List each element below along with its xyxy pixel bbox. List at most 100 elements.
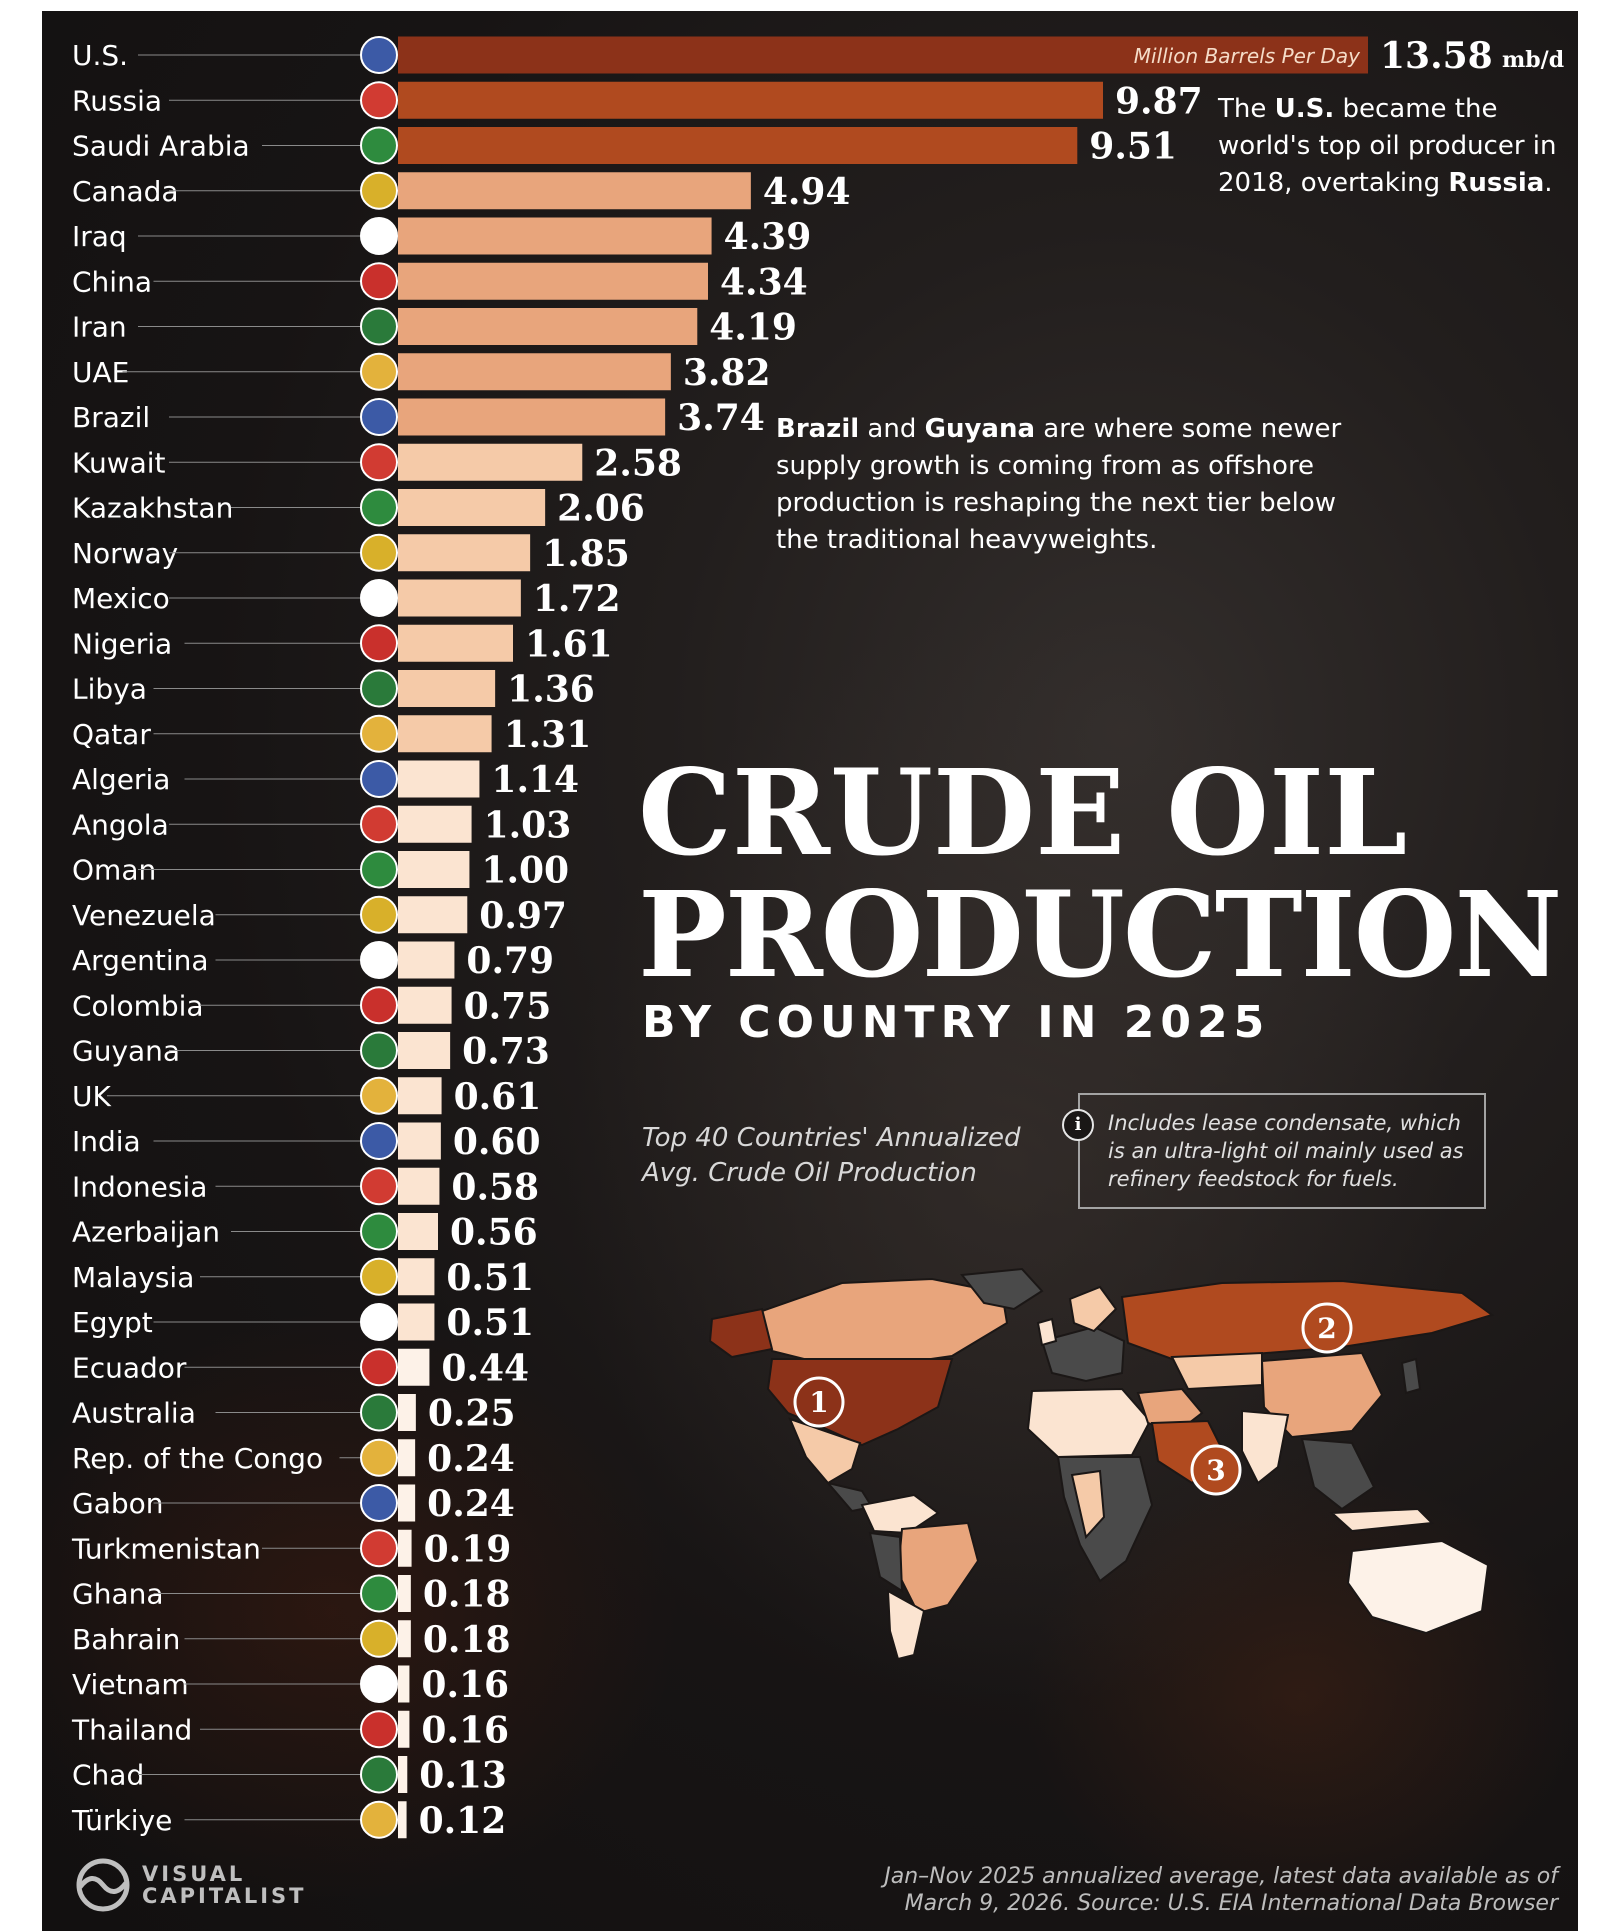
value-label: 1.72 bbox=[533, 578, 621, 620]
bar-row-saudi-arabia: Saudi Arabia 9.51 bbox=[72, 126, 1177, 168]
value-label: 0.61 bbox=[454, 1076, 542, 1118]
svg-text:2: 2 bbox=[1317, 1312, 1336, 1345]
country-label: Angola bbox=[72, 808, 169, 841]
map-china bbox=[1260, 1351, 1384, 1439]
map-marker-3: 3 bbox=[1190, 1444, 1242, 1496]
flag-icon bbox=[360, 171, 398, 210]
bar-row-angola: Angola 1.03 bbox=[72, 804, 571, 846]
country-label: Chad bbox=[72, 1759, 144, 1792]
visual-capitalist-logo: VISUAL CAPITALIST bbox=[70, 1857, 330, 1917]
world-map: 1 2 3 bbox=[708, 1267, 1495, 1661]
country-label: Vietnam bbox=[72, 1668, 189, 1701]
logo-line-2: CAPITALIST bbox=[142, 1884, 307, 1908]
bar-row-chad: Chad 0.13 bbox=[72, 1755, 507, 1797]
bar-row-russia: Russia 9.87 bbox=[72, 80, 1203, 122]
bar-row-china: China 4.34 bbox=[72, 261, 808, 303]
map-kazakhstan bbox=[1170, 1351, 1263, 1391]
country-label: Mexico bbox=[72, 582, 170, 615]
value-label: 0.56 bbox=[450, 1212, 538, 1254]
info-box bbox=[1078, 1093, 1486, 1209]
us-annotation: The U.S. became the world's top oil prod… bbox=[1218, 94, 1557, 198]
value-label: 4.94 bbox=[763, 171, 851, 213]
flag-icon bbox=[360, 1484, 398, 1522]
map-india bbox=[1241, 1409, 1290, 1485]
bar bbox=[398, 398, 666, 436]
map-venezuela-colombia bbox=[860, 1493, 940, 1535]
value-label: 1.03 bbox=[484, 804, 572, 846]
country-label: Nigeria bbox=[72, 627, 172, 660]
value-label: 0.75 bbox=[464, 985, 552, 1027]
country-label: Indonesia bbox=[72, 1170, 207, 1203]
country-label: Norway bbox=[72, 537, 178, 570]
flag-icon bbox=[360, 307, 398, 346]
value-label: 9.51 bbox=[1089, 126, 1177, 168]
country-label: Russia bbox=[72, 84, 162, 117]
chart-subtitle: BY COUNTRY IN 2025 bbox=[642, 997, 1271, 1048]
value-label: 0.16 bbox=[421, 1709, 509, 1751]
flag-icon bbox=[360, 488, 398, 527]
country-label: Canada bbox=[72, 175, 179, 208]
country-label: Thailand bbox=[71, 1713, 192, 1746]
bar bbox=[398, 1710, 410, 1748]
value-label: 1.61 bbox=[525, 623, 613, 665]
map-southeast-asia bbox=[1300, 1437, 1376, 1511]
value-label: 0.12 bbox=[419, 1800, 507, 1842]
bar-row-kuwait: Kuwait 2.58 bbox=[72, 442, 682, 484]
country-label: Azerbaijan bbox=[72, 1216, 220, 1249]
value-label: 4.39 bbox=[724, 216, 812, 258]
flag-icon bbox=[360, 36, 398, 74]
map-brazil bbox=[896, 1521, 980, 1615]
flag-icon bbox=[360, 579, 398, 617]
country-label: India bbox=[72, 1125, 141, 1158]
unit-label: mb/d bbox=[1502, 47, 1564, 73]
country-label: Brazil bbox=[72, 401, 150, 434]
map-greenland bbox=[960, 1267, 1044, 1311]
country-label: Gabon bbox=[72, 1487, 164, 1520]
flag-icon bbox=[360, 1800, 398, 1839]
country-label: Ghana bbox=[72, 1578, 164, 1611]
bar-row-nigeria: Nigeria 1.61 bbox=[72, 623, 613, 665]
flag-icon bbox=[360, 1438, 398, 1477]
bar bbox=[398, 1394, 416, 1431]
bar bbox=[398, 262, 708, 300]
bar-row-malaysia: Malaysia 0.51 bbox=[72, 1257, 534, 1299]
bar bbox=[398, 1258, 435, 1296]
value-label: 0.18 bbox=[423, 1619, 511, 1661]
country-label: Iraq bbox=[72, 220, 127, 253]
bar bbox=[398, 941, 455, 979]
chart-title-line-2: PRODUCTION bbox=[638, 865, 1562, 1004]
bar-row-iran: Iran 4.19 bbox=[72, 307, 797, 349]
bar bbox=[398, 81, 1103, 119]
country-label: Turkmenistan bbox=[71, 1532, 261, 1565]
value-label: 1.36 bbox=[507, 669, 595, 711]
bar bbox=[398, 534, 531, 572]
value-label: 3.74 bbox=[677, 397, 765, 439]
bar-row-uae: UAE 3.82 bbox=[72, 352, 771, 394]
country-label: Libya bbox=[72, 673, 147, 706]
svg-text:1: 1 bbox=[809, 1386, 828, 1419]
bar-row-mexico: Mexico 1.72 bbox=[72, 578, 621, 620]
country-label: Ecuador bbox=[72, 1351, 187, 1384]
map-mexico bbox=[788, 1417, 862, 1485]
info-icon: i bbox=[1062, 1109, 1094, 1141]
country-label: Kazakhstan bbox=[72, 492, 233, 525]
bar bbox=[398, 443, 583, 481]
country-label: Saudi Arabia bbox=[72, 130, 250, 163]
value-label: 0.44 bbox=[441, 1347, 529, 1389]
bar-row-kazakhstan: Kazakhstan 2.06 bbox=[72, 488, 645, 530]
bar-row-algeria: Algeria 1.14 bbox=[72, 759, 579, 801]
bar-row-norway: Norway 1.85 bbox=[72, 533, 630, 575]
flag-icon bbox=[360, 624, 398, 663]
map-japan bbox=[1400, 1357, 1422, 1395]
value-label: 2.58 bbox=[594, 442, 682, 484]
value-label: 1.14 bbox=[491, 759, 579, 801]
bar bbox=[398, 172, 751, 210]
value-label: 0.16 bbox=[421, 1664, 509, 1706]
bar bbox=[398, 1756, 408, 1793]
flag-icon bbox=[360, 398, 398, 436]
bar bbox=[398, 1213, 438, 1250]
value-label: 1.31 bbox=[504, 714, 592, 756]
bar-row-guyana: Guyana 0.73 bbox=[72, 1031, 550, 1073]
flag-icon bbox=[360, 1122, 398, 1160]
flag-icon bbox=[360, 443, 398, 482]
